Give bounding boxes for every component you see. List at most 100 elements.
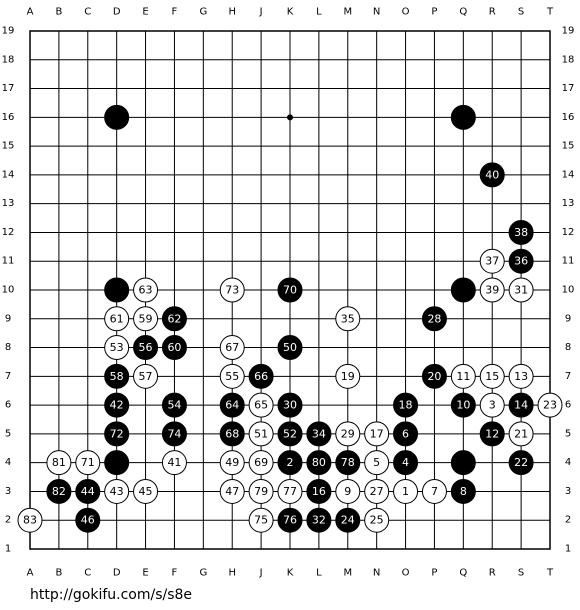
row-label: 9	[5, 313, 11, 324]
white-stone	[248, 507, 274, 533]
column-label: A	[27, 7, 34, 18]
white-stone	[248, 478, 274, 504]
move-number: 56	[139, 341, 153, 354]
board-border	[29, 30, 551, 550]
move-number: 79	[254, 485, 268, 498]
white-stone	[335, 363, 361, 389]
white-stone	[421, 478, 447, 504]
row-label: 5	[5, 428, 11, 439]
move-number: 1	[402, 485, 409, 498]
white-stone	[364, 478, 390, 504]
row-label: 13	[562, 198, 575, 209]
black-stone	[277, 392, 303, 418]
column-label: N	[373, 568, 380, 579]
white-stone	[219, 450, 245, 476]
move-number: 5	[373, 456, 380, 469]
row-label: 6	[5, 400, 11, 411]
column-label: F	[172, 7, 178, 18]
row-label: 19	[2, 26, 15, 37]
black-stone	[277, 335, 303, 361]
move-number: 82	[52, 485, 66, 498]
row-label: 11	[562, 256, 575, 267]
black-stone	[508, 392, 534, 418]
move-number: 16	[312, 485, 326, 498]
row-label: 15	[562, 141, 575, 152]
move-number: 40	[485, 168, 499, 181]
black-stone	[450, 478, 476, 504]
move-number: 68	[225, 427, 239, 440]
black-stone	[450, 392, 476, 418]
move-number: 7	[431, 485, 438, 498]
move-number: 67	[225, 341, 239, 354]
black-stone	[393, 392, 419, 418]
move-number: 15	[485, 370, 499, 383]
white-stone	[219, 277, 245, 303]
black-stone	[479, 421, 505, 447]
white-stone	[479, 277, 505, 303]
black-stone	[161, 421, 187, 447]
move-number: 25	[370, 514, 384, 527]
row-label: 1	[5, 544, 11, 555]
move-number: 27	[370, 485, 384, 498]
move-number: 18	[399, 399, 413, 412]
black-stone	[421, 306, 447, 332]
move-number: 50	[283, 341, 297, 354]
white-stone	[248, 421, 274, 447]
column-label: M	[343, 7, 352, 18]
move-number: 23	[543, 399, 557, 412]
move-number: 52	[283, 427, 297, 440]
black-stone	[133, 335, 159, 361]
column-label: T	[546, 7, 554, 18]
column-label: J	[259, 568, 263, 579]
black-stone	[277, 421, 303, 447]
column-label: E	[142, 7, 148, 18]
row-label: 12	[2, 227, 15, 238]
column-label: D	[113, 568, 121, 579]
move-number: 21	[514, 427, 528, 440]
black-stone	[450, 104, 476, 130]
black-stone	[393, 421, 419, 447]
column-label: G	[199, 7, 207, 18]
row-label: 6	[565, 400, 571, 411]
row-label: 2	[5, 515, 11, 526]
move-number: 55	[225, 370, 239, 383]
black-stone	[508, 248, 534, 274]
black-stone	[104, 104, 130, 130]
column-label: K	[287, 7, 294, 18]
move-number: 12	[485, 427, 499, 440]
move-number: 64	[225, 399, 239, 412]
move-number: 47	[225, 485, 239, 498]
move-number: 58	[110, 370, 124, 383]
move-number: 30	[283, 399, 297, 412]
star-point	[287, 114, 293, 121]
column-label: Q	[459, 568, 467, 579]
black-stone	[248, 363, 274, 389]
white-stone	[219, 363, 245, 389]
black-stone	[306, 478, 332, 504]
column-label: O	[402, 7, 410, 18]
white-stone	[335, 478, 361, 504]
column-label: A	[27, 568, 34, 579]
move-number: 35	[341, 312, 355, 325]
move-number: 38	[514, 226, 528, 239]
white-stone	[364, 421, 390, 447]
black-stone	[104, 421, 130, 447]
white-stone	[75, 450, 101, 476]
row-label: 2	[565, 515, 571, 526]
black-stone	[46, 478, 72, 504]
move-number: 17	[370, 427, 384, 440]
row-label: 11	[2, 256, 15, 267]
column-label: P	[431, 568, 437, 579]
row-label: 18	[562, 54, 575, 65]
column-label: P	[431, 7, 437, 18]
white-stone	[277, 478, 303, 504]
row-label: 17	[562, 83, 575, 94]
move-number: 72	[110, 427, 124, 440]
move-number: 61	[110, 312, 124, 325]
white-stone	[219, 335, 245, 361]
row-label: 4	[565, 457, 571, 468]
move-number: 78	[341, 456, 355, 469]
move-number: 37	[485, 255, 499, 268]
move-number: 65	[254, 399, 268, 412]
